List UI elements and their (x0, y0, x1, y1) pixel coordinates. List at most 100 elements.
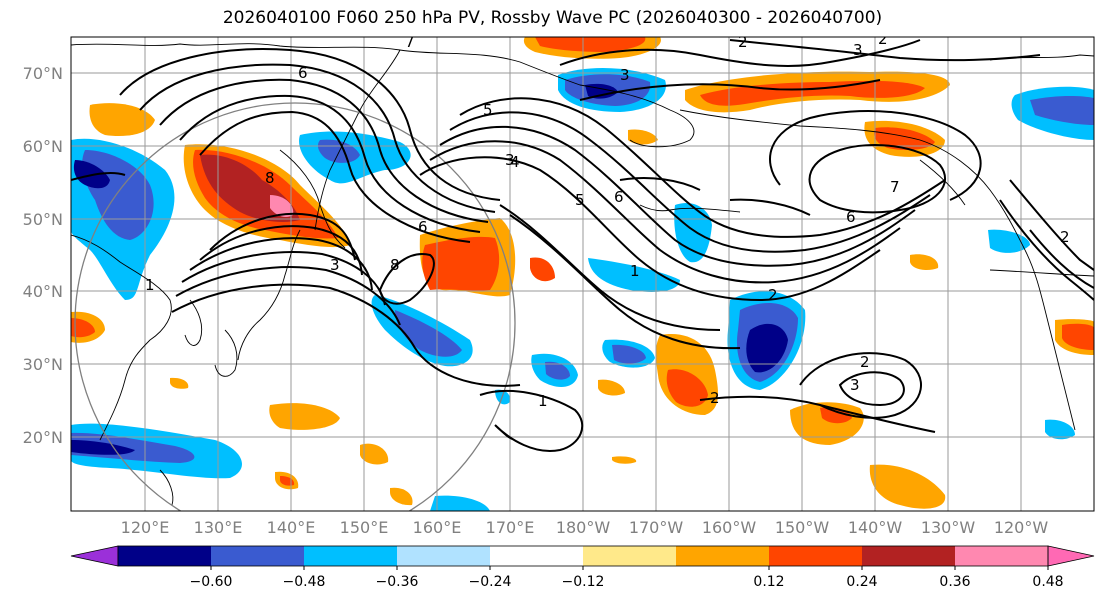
contour-label: 4 (510, 153, 520, 171)
shade-negative (746, 323, 788, 373)
shade-negative (71, 440, 135, 455)
shade-positive (270, 195, 294, 218)
contour-label: 3 (853, 41, 863, 59)
colorbar-box (490, 546, 584, 566)
contour-label: 1 (630, 262, 640, 280)
contour-label: 1 (145, 276, 155, 294)
shade-positive (269, 403, 340, 430)
contour-label: 6 (418, 218, 428, 236)
colorbar-box (583, 546, 677, 566)
longitude-labels: 120°E 130°E 140°E 150°E 160°E 170°E 180°… (121, 518, 1049, 537)
lon-label: 130°E (194, 518, 243, 537)
shade-negative (430, 495, 490, 511)
shade-negative (612, 344, 646, 364)
colorbar-box (304, 546, 398, 566)
colorbar-tick-label: −0.36 (376, 574, 419, 590)
lon-label: 140°W (848, 518, 903, 537)
contour-label: 2 (1060, 228, 1070, 246)
lon-label: 150°W (775, 518, 830, 537)
coastlines (71, 43, 1094, 506)
colorbar-tick-label: −0.60 (190, 574, 233, 590)
contour-label: 2 (738, 33, 748, 51)
colorbar-extend-high (1047, 545, 1095, 567)
shade-positive (612, 456, 637, 464)
colorbar-box (118, 546, 212, 566)
lat-label: 20°N (23, 428, 63, 447)
contour-label: 2 (768, 286, 778, 304)
shade-positive (422, 236, 500, 291)
shade-positive (390, 487, 413, 506)
shade-negative (545, 361, 570, 380)
colorbar-extend-low (70, 545, 119, 567)
contour-label: 2 (710, 389, 720, 407)
lon-label: 120°W (994, 518, 1049, 537)
contour-label: 8 (390, 256, 400, 274)
lon-label: 160°E (413, 518, 462, 537)
shade-positive (874, 127, 935, 150)
map-title: 2026040100 F060 250 hPa PV, Rossby Wave … (222, 8, 883, 28)
colorbar-tick-label: 0.24 (846, 574, 877, 590)
contour-label: 3 (850, 376, 860, 394)
shade-positive (910, 254, 939, 270)
contour-label: 2 (878, 30, 888, 48)
shade-positive (71, 318, 95, 338)
shade-negative (674, 202, 712, 263)
shade-negative (1030, 95, 1094, 125)
contour-label: 5 (575, 191, 585, 209)
shade-negative (1045, 419, 1075, 440)
lat-label: 60°N (23, 137, 63, 156)
lon-label: 180°W (556, 518, 611, 537)
map-frame (70, 36, 1095, 512)
colorbar-box (676, 546, 770, 566)
lon-label: 170°W (629, 518, 684, 537)
latitude-labels: 70°N 60°N 50°N 40°N 30°N 20°N (23, 64, 63, 447)
shade-positive (628, 129, 658, 145)
colorbar-tick-label: −0.12 (562, 574, 605, 590)
contour-label: 2 (860, 353, 870, 371)
contour-labels: 7 6 5 4 3 2 1 8 3 2 5 6 1 3 2 6 7 2 8 6 … (145, 30, 1070, 410)
shade-positive (530, 257, 555, 282)
contour-label: 6 (614, 188, 624, 206)
shade-negative (988, 229, 1030, 253)
pv-contours (71, 39, 1094, 452)
colorbar-box (862, 546, 956, 566)
lat-label: 30°N (23, 355, 63, 374)
shade-positive (869, 464, 946, 509)
lon-label: 130°W (921, 518, 976, 537)
colorbar-box (769, 546, 863, 566)
shade-positive (170, 377, 189, 389)
colorbar: −0.60 −0.48 −0.36 −0.24 −0.12 0.12 0.24 0.36 0.4… (70, 545, 1095, 590)
contour-label: 3 (505, 151, 515, 169)
shade-positive (360, 443, 389, 465)
contour-label: 6 (846, 208, 856, 226)
colorbar-tick-label: 0.36 (939, 574, 970, 590)
contour-label: 5 (483, 101, 493, 119)
colorbar-tick-label: 0.12 (753, 574, 784, 590)
anomaly-shading (71, 37, 1094, 511)
colorbar-tick-label: 0.48 (1032, 574, 1063, 590)
contour-label: 1 (538, 392, 548, 410)
lat-label: 70°N (23, 64, 63, 83)
lon-label: 170°E (486, 518, 535, 537)
shade-positive (666, 369, 708, 407)
lon-label: 160°W (702, 518, 757, 537)
shade-positive (1062, 323, 1094, 350)
colorbar-box (211, 546, 305, 566)
colorbar-tick-label: −0.24 (469, 574, 512, 590)
colorbar-box (955, 546, 1049, 566)
contour-label: 7 (890, 178, 900, 196)
colorbar-box (397, 546, 491, 566)
contour-label: 3 (620, 66, 630, 84)
contour-label: 8 (265, 169, 275, 187)
shade-positive (535, 37, 646, 52)
great-circle (74, 102, 516, 511)
lon-label: 150°E (340, 518, 389, 537)
lon-label: 140°E (267, 518, 316, 537)
lat-label: 50°N (23, 210, 63, 229)
lon-label: 120°E (121, 518, 170, 537)
contour-label: 3 (330, 256, 340, 274)
shade-positive (598, 379, 625, 396)
shade-negative (71, 432, 195, 463)
contour-label: 7 (405, 33, 415, 51)
